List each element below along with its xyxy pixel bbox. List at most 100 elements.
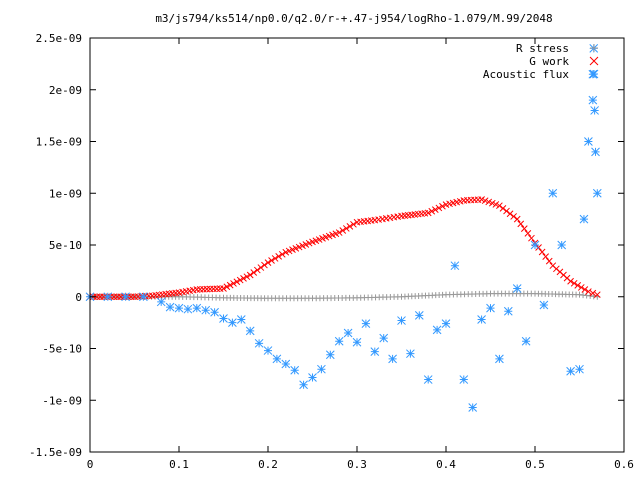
data-point [121, 292, 130, 302]
data-point [513, 215, 521, 223]
data-point [528, 234, 535, 242]
data-point [261, 261, 268, 269]
data-point [223, 283, 231, 291]
data-point [478, 196, 485, 203]
data-point [450, 261, 460, 271]
data-point [548, 188, 558, 198]
data-point [486, 303, 495, 313]
data-point [510, 213, 517, 220]
data-point [584, 137, 593, 146]
data-point [174, 303, 184, 313]
axes-layer: 0 0.1 0.2 0.3 0.4 0.5 0.6 -1.5e-09 -1e-09 -5e-10 0… [29, 32, 634, 471]
data-point [545, 257, 553, 265]
data-point [488, 199, 496, 207]
data-point [588, 95, 598, 105]
data-point [236, 276, 244, 284]
y-tick-label: 2.5e-09 [36, 32, 82, 45]
data-point [361, 319, 371, 329]
data-point [281, 359, 291, 369]
data-point [226, 281, 234, 289]
data-point [250, 269, 258, 276]
data-point [428, 207, 436, 215]
data-point [210, 307, 219, 317]
data-point [593, 291, 601, 299]
y-tick-label: 5e-10 [49, 239, 82, 252]
data-point [343, 328, 353, 338]
data-point [236, 315, 246, 324]
data-point [424, 209, 432, 217]
data-point [156, 297, 166, 307]
data-point [441, 319, 451, 329]
data-point [492, 201, 500, 208]
data-point [520, 225, 528, 233]
data-point [335, 229, 343, 236]
legend-marker [589, 56, 599, 66]
data-point [275, 253, 283, 260]
data-point [477, 315, 486, 324]
data-point [592, 188, 602, 198]
y-tick-label: -5e-10 [42, 343, 82, 356]
data-point [139, 292, 148, 302]
data-point [308, 373, 317, 382]
x-tick-label: 0 [87, 458, 94, 471]
data-point [290, 365, 300, 375]
data-point [397, 316, 406, 325]
legend-label: R stress [516, 42, 569, 55]
data-point [566, 366, 575, 376]
y-tick-label: -1.5e-09 [29, 446, 82, 459]
data-point [334, 336, 344, 346]
data-point [591, 147, 600, 157]
data-point [468, 403, 478, 412]
y-tick-label: 0 [75, 291, 82, 304]
data-point [557, 240, 567, 250]
x-tick-label: 0.3 [347, 458, 367, 471]
data-point [575, 364, 584, 374]
data-point [499, 205, 507, 212]
data-point [350, 220, 357, 228]
data-point [512, 284, 522, 293]
data-point [219, 314, 228, 323]
data-point [506, 210, 514, 218]
data-point [570, 279, 578, 287]
y-tick-label: 1e-09 [49, 187, 82, 200]
x-tick-label: 0.4 [436, 458, 456, 471]
legend-label: Acoustic flux [483, 68, 569, 81]
data-point [278, 250, 286, 258]
data-point [165, 302, 175, 312]
data-point [271, 255, 279, 262]
data-point [245, 326, 255, 336]
data-point [233, 278, 241, 286]
data-point [388, 354, 397, 364]
data-point [263, 346, 273, 355]
data-point [539, 300, 549, 310]
data-point [243, 273, 251, 281]
data-point [370, 347, 380, 356]
data-point [317, 364, 326, 374]
data-point [228, 318, 237, 327]
data-point [579, 214, 589, 224]
data-point [574, 282, 582, 289]
data-point [567, 277, 574, 285]
data-point [342, 225, 350, 232]
legend-marker [589, 69, 599, 79]
data-point [272, 354, 282, 364]
data-point [503, 306, 513, 316]
data-point [183, 304, 193, 314]
data-point [103, 292, 113, 302]
legend-label: G work [529, 55, 569, 68]
data-point [485, 198, 493, 206]
data-point [192, 303, 202, 313]
data-point [581, 286, 589, 293]
data-point [521, 336, 531, 346]
data-point [406, 349, 415, 359]
data-point [299, 380, 308, 390]
data-point [590, 106, 599, 115]
data-point [240, 275, 247, 282]
series-layer [85, 43, 602, 412]
y-tick-label: 1.5e-09 [36, 136, 82, 149]
data-point [254, 338, 264, 348]
data-point [346, 223, 354, 230]
data-point [495, 354, 504, 364]
